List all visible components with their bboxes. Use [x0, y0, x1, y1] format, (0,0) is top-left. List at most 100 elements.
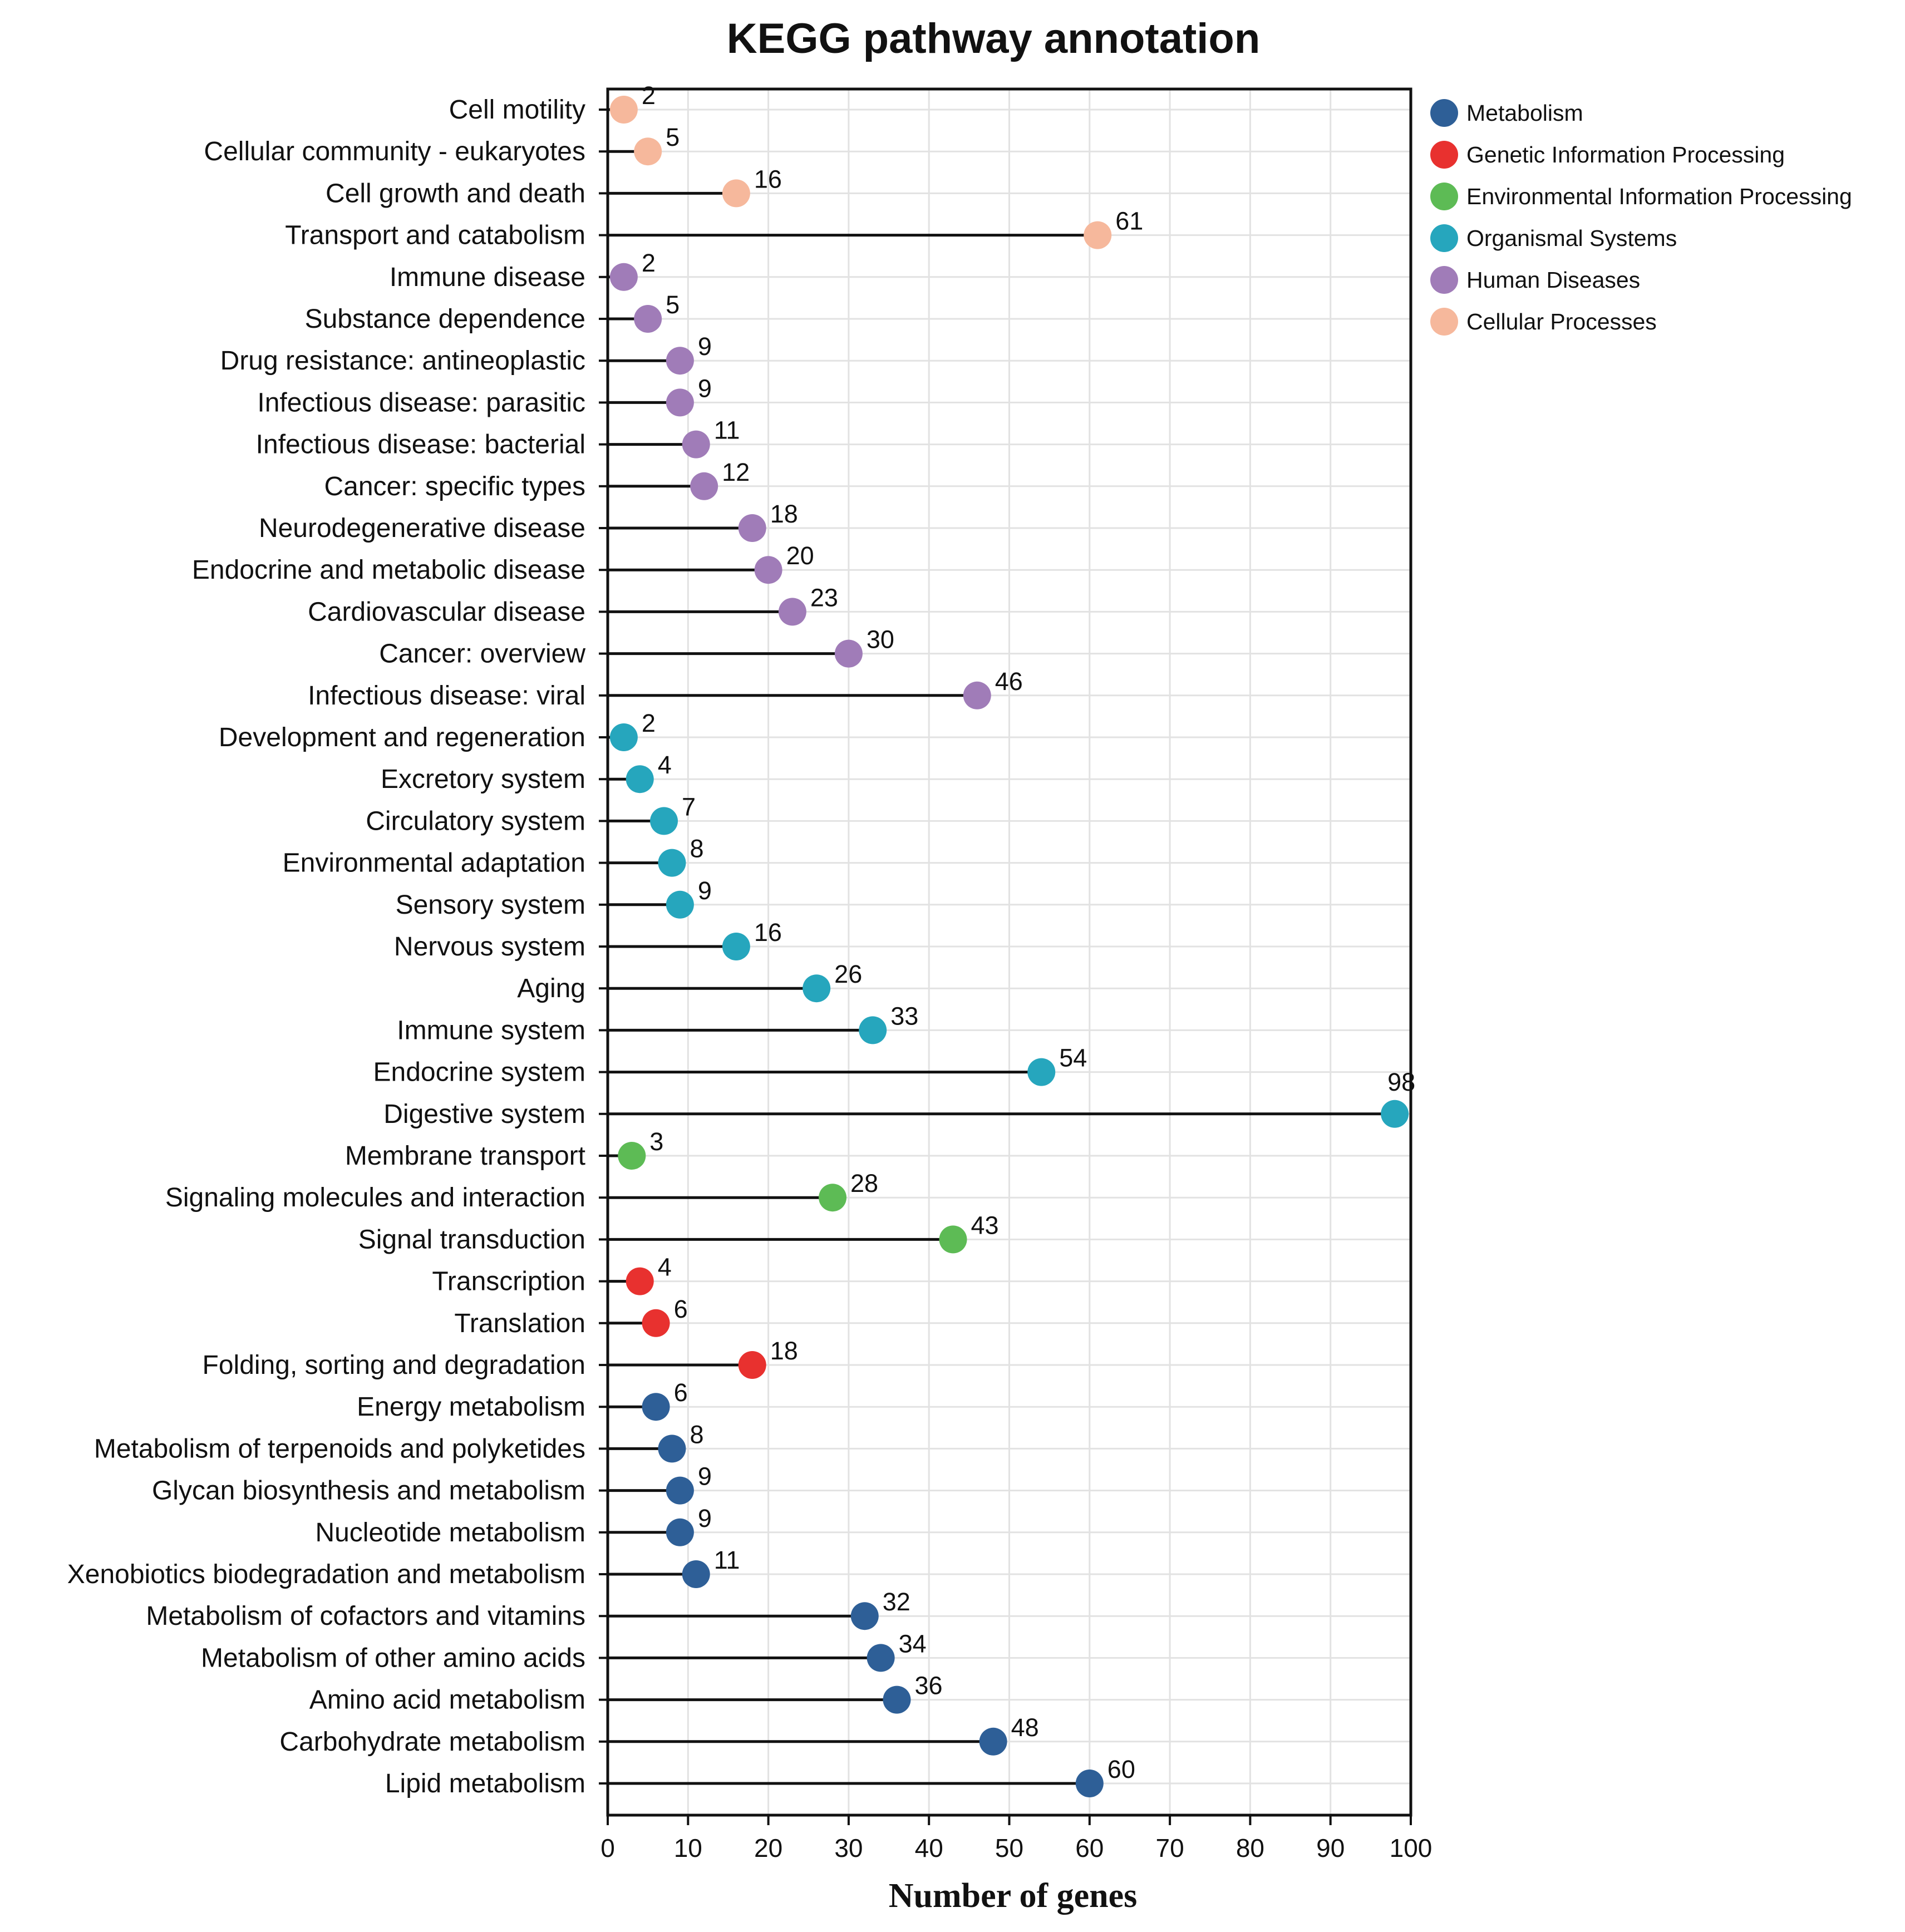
x-tick-label: 80 [1236, 1834, 1264, 1862]
lollipop-dot [626, 1267, 654, 1295]
value-label: 46 [995, 667, 1023, 696]
x-tick-label: 40 [915, 1834, 943, 1862]
lollipop-dot [634, 305, 662, 333]
lollipop-dot [738, 514, 766, 542]
value-label: 18 [770, 1337, 798, 1365]
y-axis-category-labels: Cell motility Cellular community - eukary… [67, 95, 608, 1798]
lollipop-dot [834, 639, 863, 668]
lollipop-dot [658, 1435, 686, 1463]
lollipop-dot [1381, 1100, 1409, 1128]
category-label: Cell motility [449, 95, 585, 125]
value-label: 4 [658, 1253, 672, 1282]
category-label: Infectious disease: parasitic [257, 388, 585, 417]
value-label: 4 [658, 751, 672, 779]
lollipop-dot [722, 933, 750, 960]
value-label: 30 [867, 625, 894, 654]
legend-marker [1430, 308, 1458, 336]
category-label: Immune system [397, 1016, 585, 1045]
lollipop-dot [618, 1142, 646, 1170]
value-label: 20 [786, 541, 814, 570]
category-label: Endocrine system [373, 1058, 586, 1087]
lollipop-dot [939, 1225, 967, 1254]
lollipop-dot [666, 1518, 694, 1546]
x-tick-label: 100 [1390, 1834, 1433, 1862]
lollipop-dot [859, 1016, 887, 1044]
lollipop-dot [690, 472, 718, 500]
x-tick-label: 60 [1075, 1834, 1104, 1862]
category-label: Endocrine and metabolic disease [192, 555, 585, 585]
category-label: Cancer: specific types [324, 472, 585, 501]
category-label: Energy metabolism [357, 1392, 585, 1422]
lollipop-dot [650, 807, 678, 835]
lollipop-dot [682, 1560, 710, 1588]
lollipop-dot [850, 1602, 879, 1630]
value-label: 11 [714, 416, 740, 445]
legend-label: Human Diseases [1466, 267, 1640, 293]
category-label: Excretory system [381, 765, 585, 794]
value-label: 5 [666, 290, 680, 319]
value-label: 32 [883, 1588, 910, 1616]
lollipop-dot [609, 263, 638, 291]
category-label: Xenobiotics biodegradation and metabolis… [67, 1560, 585, 1589]
value-label: 6 [674, 1378, 688, 1407]
value-label: 43 [971, 1211, 998, 1239]
lollipop-dot [682, 430, 710, 459]
category-label: Amino acid metabolism [309, 1685, 585, 1715]
value-label: 33 [890, 1002, 918, 1030]
category-label: Digestive system [383, 1100, 585, 1129]
category-label: Transcription [432, 1267, 585, 1297]
category-label: Folding, sorting and degradation [203, 1351, 585, 1380]
dot-layer [609, 96, 1409, 1797]
lollipop-dot [778, 598, 806, 626]
category-label: Cardiovascular disease [308, 597, 585, 627]
category-label: Membrane transport [345, 1141, 585, 1171]
x-tick-label: 50 [995, 1834, 1023, 1862]
legend-label: Cellular Processes [1466, 309, 1657, 334]
value-label: 6 [674, 1295, 688, 1323]
lollipop-dot [979, 1727, 1007, 1756]
category-label: Cell growth and death [326, 179, 585, 208]
value-label: 9 [698, 1462, 712, 1491]
category-label: Nucleotide metabolism [315, 1518, 585, 1547]
legend-marker [1430, 99, 1458, 127]
value-label: 28 [850, 1169, 878, 1197]
lollipop-dot [1084, 221, 1112, 249]
x-tick-label: 90 [1316, 1834, 1345, 1862]
lollipop-dot [658, 849, 686, 877]
legend-marker [1430, 266, 1458, 294]
lollipop-dot [642, 1393, 670, 1421]
x-axis-ticks: 0 10 20 30 40 50 60 70 80 90 100 [600, 1815, 1432, 1862]
value-label: 2 [642, 81, 656, 110]
lollipop-dot [722, 179, 750, 208]
legend-marker [1430, 224, 1458, 252]
value-label: 60 [1107, 1755, 1135, 1783]
legend-label: Genetic Information Processing [1466, 142, 1785, 167]
category-label: Drug resistance: antineoplastic [220, 346, 585, 376]
x-tick-label: 30 [834, 1834, 863, 1862]
category-label: Neurodegenerative disease [259, 514, 585, 543]
value-label: 9 [698, 1504, 712, 1532]
value-label: 48 [1011, 1713, 1039, 1742]
category-label: Environmental adaptation [283, 849, 585, 878]
plot-frame [606, 87, 1412, 1817]
legend: Metabolism Genetic Information Processing… [1430, 99, 1852, 336]
legend-marker [1430, 141, 1458, 169]
chart-title: KEGG pathway annotation [727, 15, 1261, 62]
category-label: Glycan biosynthesis and metabolism [152, 1476, 585, 1506]
value-label: 7 [682, 792, 696, 821]
legend-label: Organismal Systems [1466, 225, 1677, 251]
value-label: 9 [698, 374, 712, 402]
lollipop-dot [963, 681, 991, 709]
lollipop-dot [642, 1309, 670, 1337]
lollipop-dot [666, 347, 694, 375]
lollipop-dot [626, 765, 654, 793]
category-label: Transport and catabolism [285, 221, 585, 250]
value-label: 2 [642, 249, 656, 277]
value-label: 3 [649, 1127, 663, 1156]
lollipop-dot [738, 1351, 766, 1379]
category-label: Cellular community - eukaryotes [204, 137, 585, 166]
lollipop-dot [819, 1184, 847, 1212]
value-label: 23 [810, 583, 838, 612]
stem-layer [608, 108, 1395, 1785]
